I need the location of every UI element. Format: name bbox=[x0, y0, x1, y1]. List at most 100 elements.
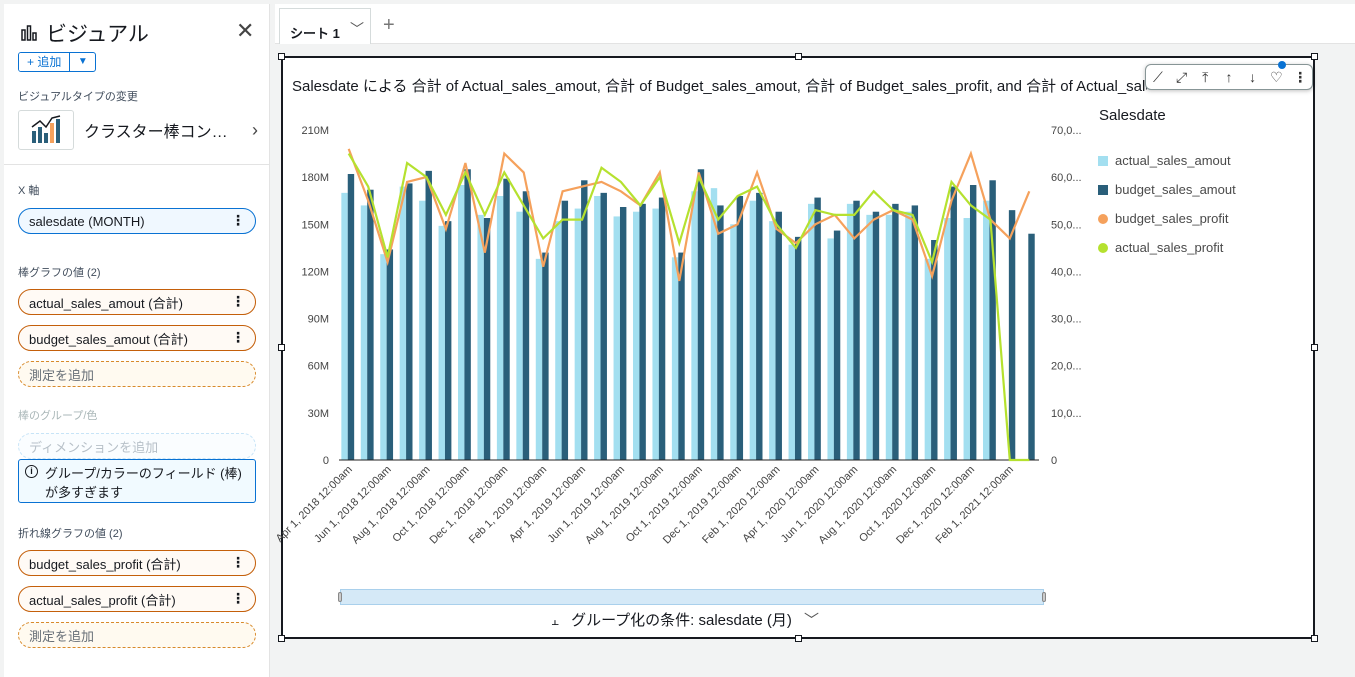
resize-handle[interactable] bbox=[1311, 635, 1318, 642]
more-options-icon[interactable]: ⋮ bbox=[231, 590, 245, 606]
x-axis-field-pill[interactable]: salesdate (MONTH) ⋮ bbox=[18, 208, 256, 234]
chart-title[interactable]: Salesdate による 合計 of Actual_sales_amout, … bbox=[292, 78, 1147, 95]
bar-actual_sales_amout bbox=[535, 258, 543, 460]
x-axis-field-name: salesdate (MONTH) bbox=[29, 213, 145, 229]
add-button[interactable]: + 追加 bbox=[19, 53, 70, 71]
y2-tick-label: 30,0... bbox=[1051, 314, 1082, 326]
add-measure-line-dropzone[interactable]: 測定を追加 bbox=[18, 622, 256, 648]
bar-actual_sales_amout bbox=[341, 192, 348, 460]
scroll-handle-right[interactable] bbox=[1042, 592, 1046, 602]
legend-item[interactable]: actual_sales_profit bbox=[1098, 233, 1236, 262]
x-tick-label: Aug 1, 2018 12:00am bbox=[350, 464, 433, 547]
move-to-top-icon[interactable]: ⤒ bbox=[1202, 68, 1209, 85]
line-field-name: actual_sales_profit (合計) bbox=[29, 592, 176, 608]
legend-item[interactable]: actual_sales_amout bbox=[1098, 146, 1236, 175]
tab-sheet-1[interactable]: シート 1 ﹀ bbox=[279, 8, 371, 44]
bar-budget_sales_amout bbox=[892, 203, 899, 460]
x-tick-label: Feb 1, 2019 12:00am bbox=[467, 464, 549, 546]
legend: actual_sales_amout budget_sales_amout bu… bbox=[1098, 146, 1236, 262]
resize-handle[interactable] bbox=[1311, 344, 1318, 351]
group-by-control[interactable]: ⫠ グループ化の条件: salesdate (月) ﹀ bbox=[551, 609, 819, 630]
bar-actual_sales_amout bbox=[399, 186, 407, 461]
legend-swatch bbox=[1098, 242, 1108, 253]
line-field-pill[interactable]: actual_sales_profit (合計) ⋮ bbox=[18, 586, 256, 612]
move-down-icon[interactable]: ↓ bbox=[1249, 69, 1257, 85]
insights-bulb-icon[interactable]: ♡ bbox=[1270, 68, 1283, 85]
combo-chart-icon bbox=[18, 110, 74, 150]
y2-tick-label: 20,0... bbox=[1051, 361, 1082, 373]
y2-tick-label: 70,0... bbox=[1051, 125, 1082, 137]
y-tick-label: 210M bbox=[301, 125, 329, 137]
bar-actual_sales_amout bbox=[866, 214, 873, 460]
format-visual-icon[interactable]: ⟋ bbox=[1152, 68, 1163, 85]
caret-down-icon[interactable]: ▼ bbox=[69, 53, 95, 71]
resize-handle[interactable] bbox=[278, 53, 285, 60]
y2-tick-label: 10,0... bbox=[1051, 408, 1082, 420]
add-sheet-icon[interactable]: + bbox=[383, 14, 395, 36]
expand-icon[interactable]: ⤢ bbox=[1175, 68, 1188, 85]
legend-item[interactable]: budget_sales_amout bbox=[1098, 175, 1236, 204]
bar-actual_sales_amout bbox=[360, 205, 368, 460]
bar-actual_sales_amout bbox=[438, 225, 445, 460]
bar-budget_sales_amout bbox=[406, 183, 413, 460]
bar-actual_sales_amout bbox=[944, 218, 951, 460]
legend-item[interactable]: budget_sales_profit bbox=[1098, 204, 1236, 233]
bar-field-name: budget_sales_amout (合計) bbox=[29, 331, 188, 347]
add-button-group: + 追加 ▼ bbox=[18, 52, 97, 72]
visual-toolbar: ⟋ ⤢ ⤒ ↑ ↓ ♡ ⋮ bbox=[1145, 61, 1313, 90]
more-menu-icon[interactable]: ⋮ bbox=[1293, 68, 1308, 85]
more-options-icon[interactable]: ⋮ bbox=[231, 329, 245, 345]
move-up-icon[interactable]: ↑ bbox=[1225, 69, 1233, 85]
add-measure-bar-dropzone[interactable]: 測定を追加 bbox=[18, 361, 256, 387]
bar-field-pill[interactable]: actual_sales_amout (合計) ⋮ bbox=[18, 289, 256, 315]
group-by-icon: ⫠ bbox=[551, 613, 559, 628]
y-tick-label: 0 bbox=[323, 455, 329, 467]
bar-budget_sales_amout bbox=[794, 236, 802, 460]
bar-actual_sales_amout bbox=[769, 221, 776, 460]
resize-handle[interactable] bbox=[795, 635, 802, 642]
bar-budget_sales_amout bbox=[386, 249, 394, 460]
x-tick-label: Aug 1, 2019 12:00am bbox=[583, 464, 666, 547]
bar-actual_sales_amout bbox=[983, 200, 990, 460]
bar-group-label: 棒のグループ/色 bbox=[18, 410, 98, 422]
more-options-icon[interactable]: ⋮ bbox=[231, 293, 245, 309]
bar-budget_sales_amout bbox=[969, 185, 977, 460]
chart-plot[interactable]: 0 30M 60M 90M 120M 150M 180M 210M 0 10,0... 20,0..… bbox=[274, 98, 1083, 578]
bar-field-name: actual_sales_amout (合計) bbox=[29, 295, 183, 311]
line-field-pill[interactable]: budget_sales_profit (合計) ⋮ bbox=[18, 550, 256, 576]
more-options-icon[interactable]: ⋮ bbox=[231, 554, 245, 570]
bar-budget_sales_amout bbox=[658, 197, 666, 461]
x-tick-label: Oct 1, 2020 12:00am bbox=[857, 464, 938, 545]
chevron-down-icon[interactable]: ﹀ bbox=[350, 21, 364, 37]
x-tick-label: Dec 1, 2019 12:00am bbox=[661, 464, 744, 547]
bar-budget_sales_amout bbox=[775, 211, 782, 460]
bar-actual_sales_amout bbox=[710, 188, 718, 460]
bar-actual_sales_amout bbox=[496, 196, 504, 460]
visual-settings-panel: ビジュアル ✕ + 追加 ▼ ビジュアルタイプの変更 クラスター棒コン… › X… bbox=[4, 4, 270, 677]
bar-actual_sales_amout bbox=[458, 185, 465, 460]
resize-handle[interactable] bbox=[278, 344, 285, 351]
resize-handle[interactable] bbox=[1311, 53, 1318, 60]
info-icon: i bbox=[25, 465, 38, 478]
bar-actual_sales_amout bbox=[846, 203, 854, 460]
bar-actual_sales_amout bbox=[633, 211, 640, 460]
x-axis-scrollbar[interactable] bbox=[338, 589, 1046, 605]
scroll-handle-left[interactable] bbox=[338, 592, 342, 602]
bar-budget_sales_amout bbox=[1028, 233, 1035, 460]
x-tick-label: Oct 1, 2018 12:00am bbox=[390, 464, 471, 545]
bar-budget_sales_amout bbox=[911, 205, 919, 460]
x-tick-label: Oct 1, 2019 12:00am bbox=[624, 464, 705, 545]
x-tick-label: Feb 1, 2020 12:00am bbox=[700, 464, 782, 546]
bar-actual_sales_amout bbox=[516, 211, 523, 460]
visual-card[interactable]: Salesdate による 合計 of Actual_sales_amout, … bbox=[274, 53, 1318, 642]
bar-actual_sales_amout bbox=[788, 244, 795, 460]
bar-actual_sales_amout bbox=[963, 218, 970, 460]
more-options-icon[interactable]: ⋮ bbox=[231, 212, 245, 228]
visual-type-selector[interactable]: クラスター棒コン… › bbox=[18, 109, 258, 151]
line-actual_sales_profit bbox=[347, 153, 1030, 462]
bar-field-pill[interactable]: budget_sales_amout (合計) ⋮ bbox=[18, 325, 256, 351]
close-icon[interactable]: ✕ bbox=[236, 18, 255, 43]
resize-handle[interactable] bbox=[278, 635, 285, 642]
resize-handle[interactable] bbox=[795, 53, 802, 60]
y2-tick-label: 40,0... bbox=[1051, 266, 1082, 278]
